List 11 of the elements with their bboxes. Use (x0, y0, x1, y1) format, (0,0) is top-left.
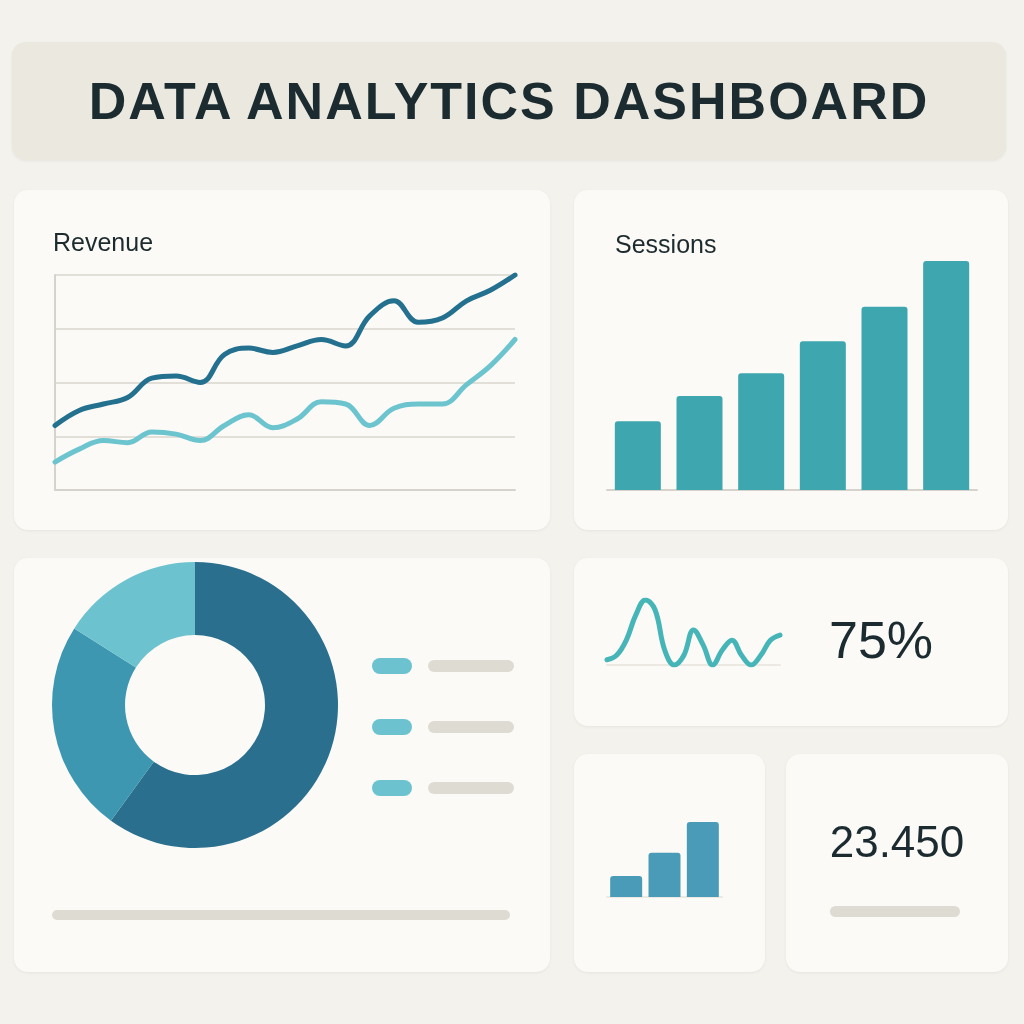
bar (738, 373, 785, 490)
bar (676, 396, 723, 490)
text: 75% (829, 611, 934, 669)
bar (861, 306, 908, 490)
bar (614, 421, 661, 490)
text: 23.450 (828, 817, 966, 866)
chart-title: Revenue (53, 227, 154, 256)
bar (799, 341, 846, 490)
chart-title: Sessions (615, 229, 717, 258)
text: DATA ANALYTICS DASHBOARD (12, 42, 1006, 160)
bar (923, 261, 970, 490)
